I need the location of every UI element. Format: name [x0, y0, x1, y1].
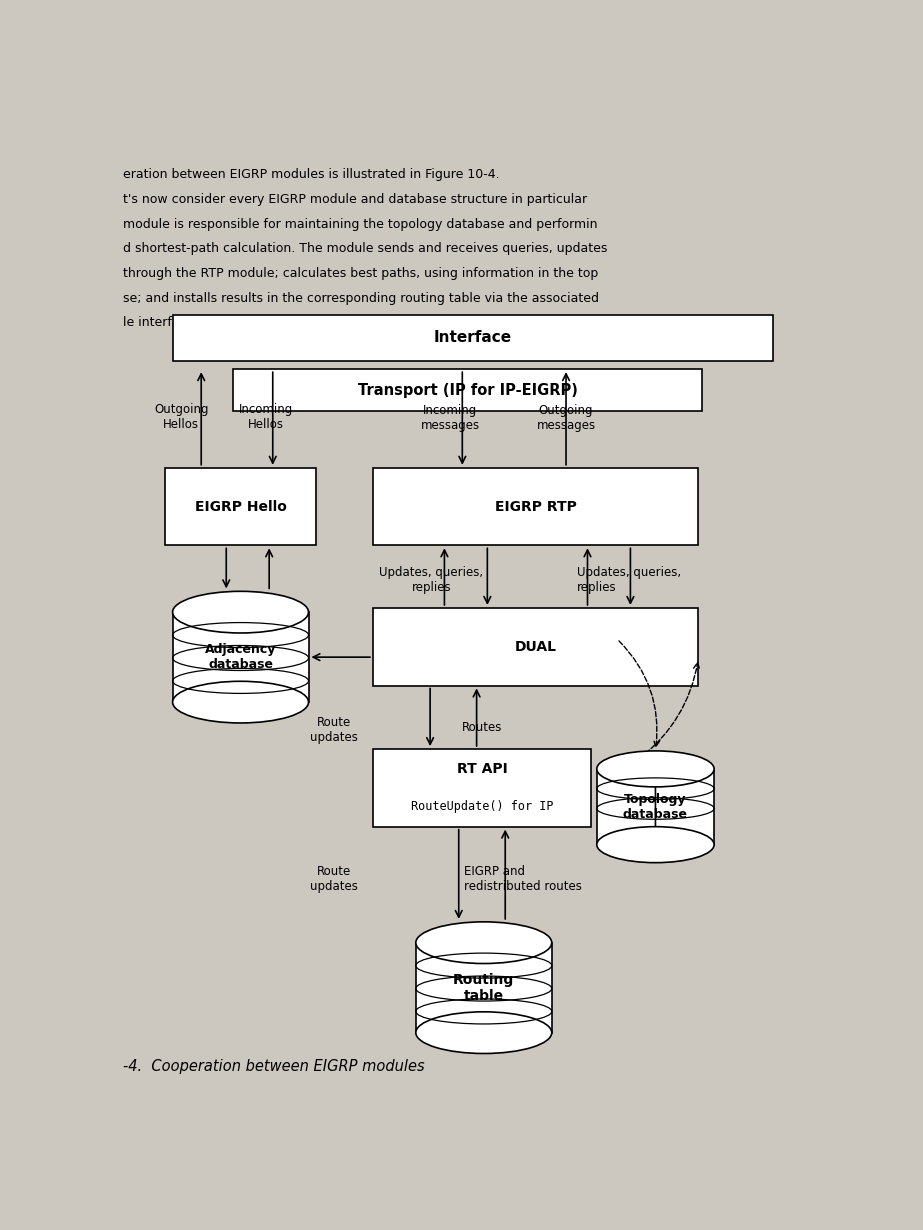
Text: Updates, queries,
replies: Updates, queries, replies [577, 567, 681, 594]
Text: Outgoing
Hellos: Outgoing Hellos [154, 402, 209, 430]
Bar [373, 749, 591, 827]
Text: t's now consider every EIGRP module and database structure in particular: t's now consider every EIGRP module and … [123, 193, 587, 207]
Text: RT API: RT API [457, 761, 508, 776]
Text: Routing
table: Routing table [453, 973, 514, 1002]
Bar [597, 769, 714, 845]
Text: Route
updates: Route updates [309, 865, 357, 893]
Text: Outgoing
messages: Outgoing messages [536, 405, 595, 433]
Ellipse shape [415, 1012, 552, 1054]
Bar [373, 608, 699, 685]
Bar [415, 942, 552, 1033]
Text: DUAL: DUAL [515, 640, 557, 653]
Bar [165, 467, 316, 545]
Ellipse shape [173, 592, 308, 633]
Text: RouteUpdate() for IP: RouteUpdate() for IP [411, 801, 553, 813]
Text: Interface: Interface [434, 331, 512, 346]
Bar [173, 315, 773, 360]
Bar [373, 467, 699, 545]
Text: eration between EIGRP modules is illustrated in Figure 10-4.: eration between EIGRP modules is illustr… [123, 169, 499, 182]
Text: -4.  Cooperation between EIGRP modules: -4. Cooperation between EIGRP modules [123, 1059, 425, 1074]
Text: EIGRP RTP: EIGRP RTP [495, 499, 577, 514]
Bar [173, 613, 308, 702]
Ellipse shape [415, 921, 552, 963]
Text: Adjacency
database: Adjacency database [205, 643, 276, 672]
Ellipse shape [173, 681, 308, 723]
Text: Topology
database: Topology database [623, 793, 688, 820]
Ellipse shape [597, 750, 714, 787]
Text: Transport (IP for IP-EIGRP): Transport (IP for IP-EIGRP) [358, 383, 578, 397]
Text: se; and installs results in the corresponding routing table via the associated: se; and installs results in the correspo… [123, 292, 598, 305]
Text: Incoming
messages: Incoming messages [421, 405, 480, 433]
Text: Route
updates: Route updates [309, 716, 357, 744]
Text: through the RTP module; calculates best paths, using information in the top: through the RTP module; calculates best … [123, 267, 598, 280]
Text: d shortest-path calculation. The module sends and receives queries, updates: d shortest-path calculation. The module … [123, 242, 607, 256]
Ellipse shape [597, 827, 714, 862]
Text: Incoming
Hellos: Incoming Hellos [238, 402, 293, 430]
Text: le interface module.: le interface module. [123, 316, 249, 330]
Text: module is responsible for maintaining the topology database and performin: module is responsible for maintaining th… [123, 218, 597, 231]
Text: Updates, queries,
replies: Updates, queries, replies [379, 567, 484, 594]
Bar [234, 369, 702, 411]
Text: EIGRP and
redistributed routes: EIGRP and redistributed routes [464, 865, 582, 893]
Text: EIGRP Hello: EIGRP Hello [195, 499, 286, 514]
Text: Routes: Routes [462, 721, 503, 734]
